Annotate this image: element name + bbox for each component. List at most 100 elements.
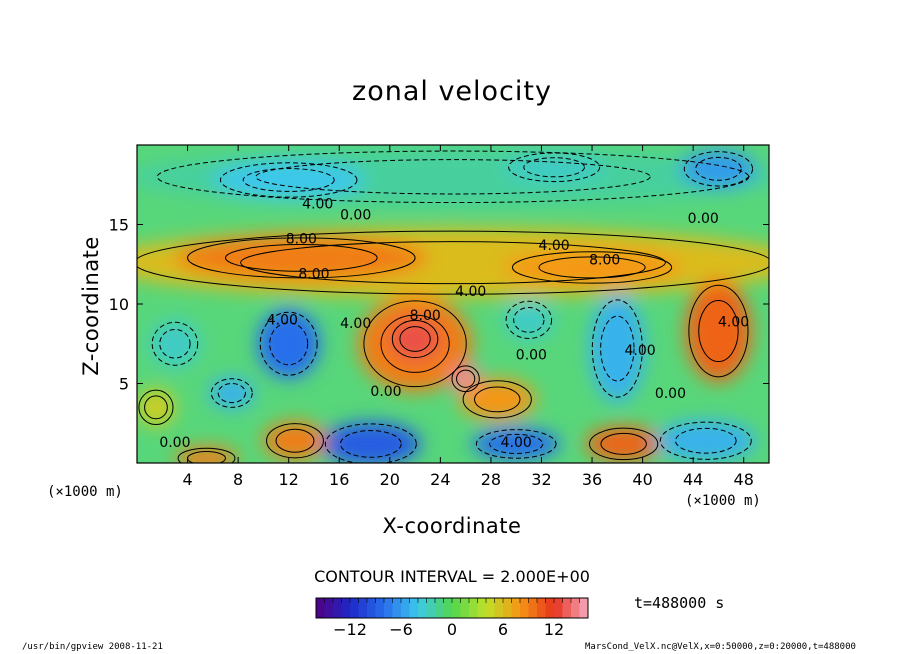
velocity-field: 4.00 0.00 8.00 8.00 4.00 4.00 8.00 4.00 4.00 8.00… <box>137 145 769 463</box>
contour-line-6-0 <box>683 151 754 187</box>
x-tick-label: 44 <box>683 470 703 489</box>
colorbar-swatch <box>494 598 504 618</box>
contour-line-22-0 <box>138 389 174 426</box>
contour-line-20-0 <box>177 447 236 463</box>
colorbar-swatch <box>486 598 495 618</box>
contour-line-14-0 <box>210 378 253 408</box>
contour-line-17-1 <box>489 433 544 454</box>
field-region-18 <box>263 421 327 460</box>
contour-label: 0.00 <box>159 435 190 451</box>
contour-label: 4.00 <box>267 313 298 329</box>
colorbar-swatch <box>562 598 572 618</box>
field-region-4 <box>212 160 365 200</box>
contour-line-19-0 <box>589 427 659 461</box>
contour-line-18-1 <box>275 428 315 453</box>
contour-line-13-1 <box>269 322 309 366</box>
colorbar-swatch <box>341 598 351 618</box>
colorbar-swatch <box>324 598 334 618</box>
field-region-14 <box>209 377 255 409</box>
contour-label: 8.00 <box>298 267 329 283</box>
contour-line-8-1 <box>399 326 431 352</box>
contour-line-1-1 <box>224 244 378 272</box>
x-axis-label: X-coordinate <box>382 514 522 538</box>
contour-line-14-1 <box>217 383 246 404</box>
colorbar-swatch <box>503 598 512 618</box>
x-tick-label: 20 <box>380 470 400 489</box>
colorbar-tick-label: 0 <box>447 620 457 639</box>
contour-label: 0.00 <box>340 208 371 224</box>
colorbar-swatch <box>477 598 487 618</box>
contour-line-22-1 <box>144 395 168 420</box>
x-tick-label: 8 <box>233 470 243 489</box>
contour-line-13-0 <box>259 311 318 376</box>
x-tick-label: 12 <box>279 470 299 489</box>
y-tick-label: 10 <box>109 295 129 314</box>
time-label: t=488000 s <box>634 594 725 612</box>
field-region-10 <box>459 378 536 421</box>
contour-line-12-0 <box>591 299 643 398</box>
contour-line-10-1 <box>473 386 521 413</box>
contour-label: 4.00 <box>539 238 570 254</box>
colorbar-swatch <box>358 598 368 618</box>
contour-line-6-1 <box>695 156 742 181</box>
colorbar-swatch <box>460 598 470 618</box>
contour-line-4-1 <box>242 168 335 192</box>
colorbar-swatch <box>537 598 546 618</box>
contour-line-2-0 <box>511 251 673 284</box>
colorbar-swatch <box>435 598 444 618</box>
colorbar-swatch <box>426 598 436 618</box>
x-tick-label: 32 <box>531 470 551 489</box>
x-axis-unit-right: (×1000 m) <box>685 493 761 509</box>
contour-line-10-0 <box>462 380 532 419</box>
colorbar-swatch <box>545 598 555 618</box>
colorbar-swatch <box>418 598 427 618</box>
colorbar-swatch <box>571 598 580 618</box>
contour-line-16-0 <box>324 423 417 463</box>
contour-line-12-1 <box>600 315 635 382</box>
contour-line-7-1 <box>380 314 450 373</box>
x-tick-label: 40 <box>632 470 652 489</box>
field-region-1 <box>174 235 428 281</box>
contour-label: 4.00 <box>718 314 749 330</box>
contour-line-21-1 <box>674 427 737 454</box>
x-tick-label: 28 <box>481 470 501 489</box>
x-tick-label: 24 <box>430 470 450 489</box>
colorbar-swatch <box>469 598 478 618</box>
contour-line-19-1 <box>600 432 647 455</box>
y-tick-label: 5 <box>119 375 129 394</box>
field-region-22 <box>137 388 175 427</box>
contour-line-0-1 <box>240 241 666 285</box>
colorbar-swatch <box>375 598 385 618</box>
x-tick-label: 48 <box>734 470 754 489</box>
contour-label: 4.00 <box>455 284 486 300</box>
contour-line-1-0 <box>187 237 416 279</box>
x-tick-label: 16 <box>329 470 349 489</box>
contour-line-21-0 <box>659 421 752 460</box>
contour-line-4-0 <box>219 162 358 198</box>
colorbar-swatch <box>452 598 461 618</box>
colorbar-swatch <box>409 598 419 618</box>
contour-line-5-1 <box>523 157 585 178</box>
field-region-8 <box>389 318 441 360</box>
colorbar-swatch <box>528 598 538 618</box>
colorbar-swatch <box>520 598 529 618</box>
colorbar-tick-label: −6 <box>389 620 413 639</box>
contour-line-11-1 <box>698 300 739 363</box>
contour-label: 8.00 <box>410 308 441 324</box>
colorbar-swatch <box>316 598 325 618</box>
footer-data-source: MarsCond_VelX.nc@VelX,x=0:50000,z=0:2000… <box>585 642 856 652</box>
field-region-2 <box>503 249 681 285</box>
contour-label: 4.00 <box>302 197 333 213</box>
contour-label: 0.00 <box>370 384 401 400</box>
contour-line-17-0 <box>475 429 557 459</box>
contour-line-2-1 <box>538 256 646 279</box>
contour-label: 0.00 <box>655 386 686 402</box>
x-tick-label: 36 <box>582 470 602 489</box>
contour-line-15-0 <box>151 321 199 366</box>
colorbar-swatch <box>401 598 410 618</box>
contour-line-11-0 <box>688 284 749 378</box>
field-region-5 <box>503 151 605 184</box>
contour-line-18-0 <box>266 423 324 459</box>
contour-label: 0.00 <box>516 348 547 364</box>
